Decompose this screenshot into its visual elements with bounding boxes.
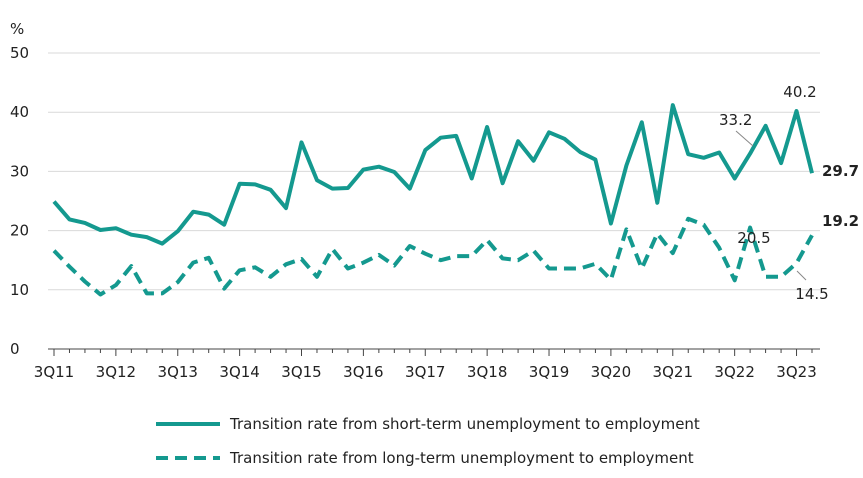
y-tick-label: 30 <box>10 162 29 180</box>
y-axis-label: % <box>10 20 24 38</box>
leader-line <box>796 270 807 281</box>
legend-label-long-term: Transition rate from long-term unemploym… <box>230 449 694 467</box>
series-short-term-line <box>52 103 814 246</box>
x-tick-label: 3Q22 <box>714 363 754 381</box>
data-label: 33.2 <box>719 111 752 129</box>
legend-item-short-term: Transition rate from short-term unemploy… <box>156 410 700 438</box>
legend-item-long-term: Transition rate from long-term unemploym… <box>156 444 700 472</box>
legend: Transition rate from short-term unemploy… <box>156 410 700 478</box>
annotations: 29.7 19.2 40.2 33.2 20.5 14.5 <box>719 83 859 303</box>
data-label: 19.2 <box>822 212 859 230</box>
x-tick-label: 3Q12 <box>96 363 136 381</box>
y-tick-labels: 0 10 20 30 40 50 <box>10 44 29 358</box>
x-tick-label: 3Q23 <box>776 363 816 381</box>
x-tick-label: 3Q19 <box>529 363 569 381</box>
y-tick-label: 20 <box>10 222 29 240</box>
x-tick-label: 3Q11 <box>34 363 74 381</box>
y-tick-label: 0 <box>10 340 20 358</box>
x-tick-label: 3Q21 <box>653 363 693 381</box>
leader-line <box>735 130 754 147</box>
x-tick-label: 3Q13 <box>158 363 198 381</box>
data-label: 14.5 <box>795 285 828 303</box>
x-tick-label: 3Q16 <box>343 363 383 381</box>
x-tick-label: 3Q15 <box>281 363 321 381</box>
data-label: 40.2 <box>783 83 816 101</box>
data-label: 20.5 <box>737 229 770 247</box>
data-label: 29.7 <box>822 162 859 180</box>
x-tick-label: 3Q14 <box>219 363 259 381</box>
series-long-term-line <box>52 216 814 297</box>
x-axis <box>48 348 820 356</box>
x-tick-label: 3Q18 <box>467 363 507 381</box>
x-tick-label: 3Q17 <box>405 363 445 381</box>
y-tick-label: 10 <box>10 281 29 299</box>
series-lines <box>52 103 814 297</box>
legend-swatch-dashed <box>156 456 220 460</box>
legend-label-short-term: Transition rate from short-term unemploy… <box>230 415 700 433</box>
legend-swatch-solid <box>156 422 220 426</box>
gridlines <box>48 52 820 291</box>
y-tick-label: 50 <box>10 44 29 62</box>
x-tick-labels: 3Q11 3Q12 3Q13 3Q14 3Q15 3Q16 3Q17 3Q18 3Q19 3Q20… <box>34 363 817 381</box>
x-tick-label: 3Q20 <box>591 363 631 381</box>
y-tick-label: 40 <box>10 103 29 121</box>
